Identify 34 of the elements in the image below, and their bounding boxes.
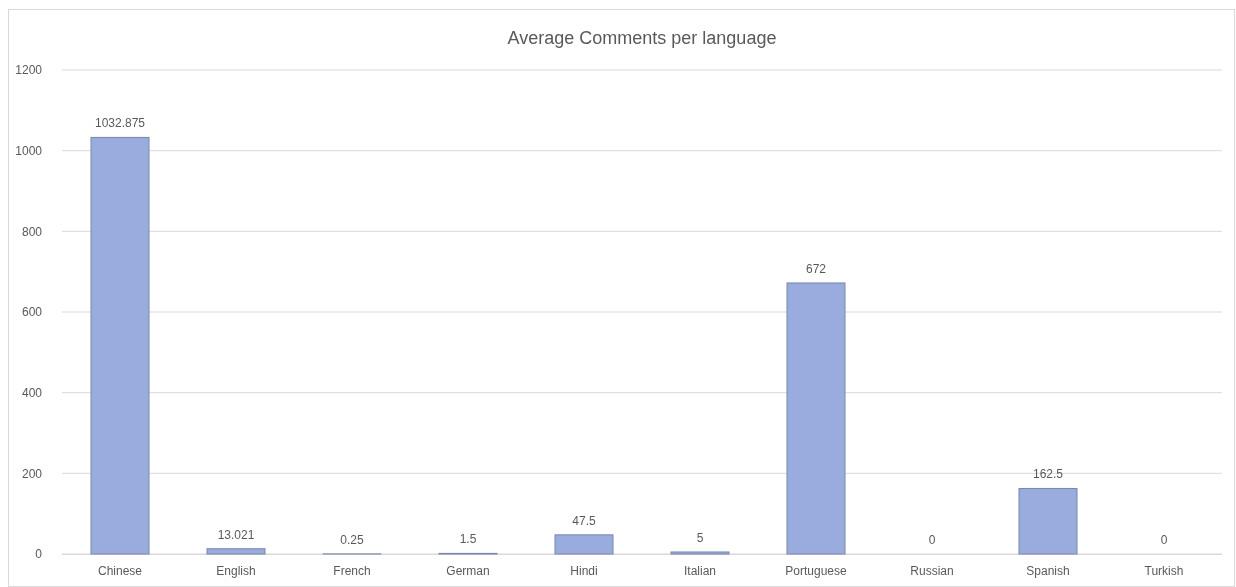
x-tick-label: Spanish	[1026, 563, 1070, 578]
bar	[90, 136, 150, 555]
bar	[554, 534, 614, 555]
y-tick-label: 600	[21, 305, 43, 320]
bar	[206, 548, 266, 555]
data-label: 5	[696, 530, 704, 545]
x-tick-label: Russian	[910, 563, 954, 578]
x-tick-label: Turkish	[1144, 563, 1184, 578]
x-tick-label: Hindi	[570, 563, 598, 578]
data-label: 0.25	[340, 532, 364, 547]
x-tick-label: Portuguese	[785, 563, 848, 578]
y-tick-label: 800	[21, 224, 43, 239]
y-tick-label: 1000	[15, 144, 43, 159]
data-label: 0	[928, 533, 936, 547]
data-label: 672	[805, 261, 827, 276]
y-tick-label: 1200	[15, 63, 43, 78]
data-label: 1032.875	[94, 116, 146, 131]
data-label: 162.5	[1032, 467, 1064, 482]
data-label: 1.5	[459, 532, 477, 547]
x-tick-label: French	[333, 563, 371, 578]
data-label: 13.021	[217, 527, 255, 542]
x-tick-label: Italian	[683, 563, 717, 578]
bar	[1018, 487, 1078, 555]
bar	[786, 282, 846, 555]
bar	[670, 551, 730, 555]
y-tick-label: 200	[21, 466, 43, 481]
y-tick-label: 400	[21, 386, 43, 401]
x-tick-label: Chinese	[97, 563, 143, 578]
chart-title: Average Comments per language	[507, 28, 777, 48]
x-tick-label: German	[446, 563, 490, 578]
y-tick-label: 0	[35, 547, 43, 562]
data-label: 0	[1160, 533, 1168, 547]
data-label: 47.5	[572, 513, 596, 528]
x-tick-label: English	[216, 563, 256, 578]
